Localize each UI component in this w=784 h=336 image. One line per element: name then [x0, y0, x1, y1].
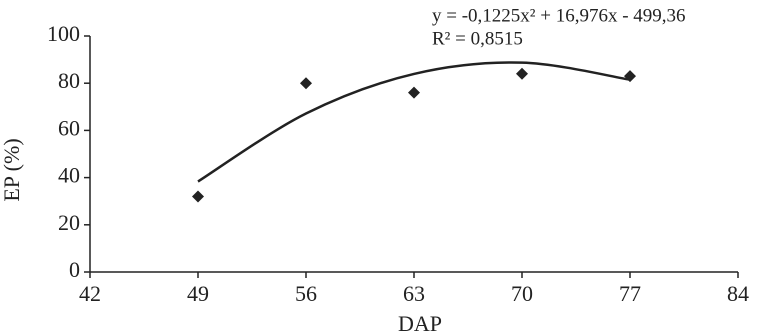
- data-point: [408, 86, 420, 99]
- y-axis-label: EP (%): [0, 138, 24, 201]
- y-tick-label: 80: [58, 68, 80, 93]
- y-tick-label: 100: [47, 21, 80, 46]
- x-tick-label: 77: [619, 281, 641, 306]
- y-tick-label: 0: [69, 257, 80, 282]
- trendline: [197, 61, 631, 183]
- data-point: [516, 67, 528, 80]
- x-axis-label: DAP: [398, 311, 442, 336]
- data-point: [624, 70, 636, 83]
- x-tick-label: 49: [187, 281, 209, 306]
- equation: y = -0,1225x² + 16,976x - 499,36: [432, 5, 686, 26]
- x-tick-label: 56: [295, 281, 317, 306]
- x-tick-label: 42: [79, 281, 101, 306]
- x-tick-label: 70: [511, 281, 533, 306]
- x-tick-label: 63: [403, 281, 425, 306]
- x-tick-label: 84: [727, 281, 749, 306]
- y-tick-label: 20: [58, 210, 80, 235]
- r-squared: R² = 0,8515: [432, 28, 523, 49]
- data-point: [300, 77, 312, 90]
- y-tick-label: 40: [58, 163, 80, 188]
- y-tick-label: 60: [58, 115, 80, 140]
- data-point: [192, 190, 204, 203]
